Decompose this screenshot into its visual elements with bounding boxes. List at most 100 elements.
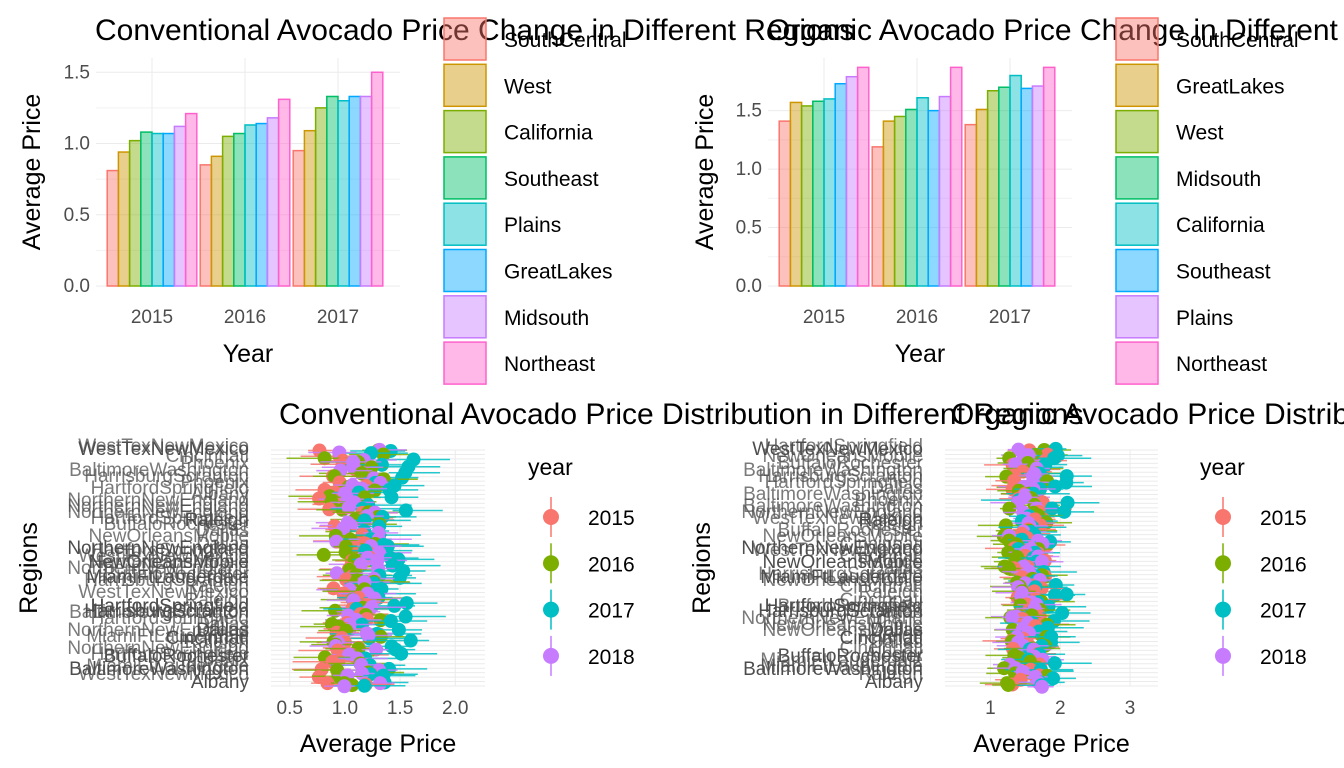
x-axis-title: Average Price [300,730,457,758]
x-tick-label: 2016 [224,307,266,328]
point-2017 [1059,587,1074,602]
bar-northeast-2016 [277,98,291,287]
legend-label-plains: Plains [504,214,561,237]
bar-greatlakes-2017 [975,108,989,287]
point-2018 [337,679,352,694]
bar-midsouth-2015 [173,125,187,287]
region-tick-label-buffalorochester: BuffaloRochester [778,453,924,474]
x-tick-label: 2017 [989,307,1031,328]
region-tick-label-harrisburgscranton: HarrisburgScranton [758,466,923,487]
x-tick-label: 2015 [803,307,845,328]
point-2016 [317,451,332,466]
region-tick-label-cincinnati: Cincinnati [840,638,923,659]
legend-title: year [1200,454,1245,480]
bar-southeast-2015 [834,82,848,287]
region-tick-label-neworleansmobile: NewOrleansMobile [762,526,923,547]
y-axis-title: Average Price [691,94,719,251]
bar-greatlakes-2016 [255,122,269,287]
bar-west-2016 [210,155,224,287]
bar-northeast-2016 [949,66,963,287]
legend-label-2015: 2015 [1260,507,1307,530]
region-tick-label-northernnewengland: NorthernNewEngland [67,638,249,659]
scatter-chart-3: 0.5 1.0 1.5 2.0WestTexNewMexicoCincinnatiPh… [15,398,1083,758]
x-axis-title: Average Price [973,730,1130,758]
region-tick-label-neworleansmobile: NewOrleansMobile [88,552,249,573]
region-tick-label-raleigh: Raleigh [185,590,249,611]
region-tick-label-cincinnati: Cincinnati [840,534,923,555]
region-tick-label-phoenix: Phoenix [180,472,249,493]
legend-key-southeast [1115,248,1159,293]
region-tick-label-westtexnewmexico: WestTexNewMexico [78,582,249,603]
region-tick-label-buffalorochester: BuffaloRochester [778,520,924,541]
region-tick-label-miamiftlauderdale: MiamiFtLauderdale [86,567,249,588]
region-tick-label-raleigh: Raleigh [185,632,249,653]
bar-california-2015 [823,98,836,287]
region-tick-label-westtexnewmexico: WestTexNewMexico [752,540,923,561]
points [976,441,1100,694]
legend-key-midsouth [443,295,487,339]
region-tick-label-miamiftlauderdale: MiamiFtLauderdale [86,626,249,647]
legend-label-west: West [504,75,552,98]
legend-label-northeast: Northeast [1176,353,1267,376]
point-2018 [355,666,370,681]
legend-key-southcentral [443,17,487,61]
legend-label-2016: 2016 [1260,553,1307,576]
chart-title: Conventional Avocado Price Distribution … [279,398,1083,431]
region-tick-label-neworleansmobile: NewOrleansMobile [762,570,923,591]
bar-west-2017 [303,129,317,287]
region-tick-label-harrisburgscranton: HarrisburgScranton [84,601,249,622]
legend-label-greatlakes: GreatLakes [504,261,613,284]
legend-label-southcentral: SouthCentral [504,29,627,52]
bar-midsouth-2016 [266,117,280,287]
legend-label-plains: Plains [1176,307,1233,330]
bar-california-2017 [314,107,328,287]
region-tick-label-westtexnewmexico: WestTexNewMexico [78,439,249,460]
bar-plains-2015 [845,75,859,287]
region-tick-label-albany: Albany [865,644,924,665]
legend-label-midsouth: Midsouth [504,307,589,330]
legend: year 2015 2016 2017 2018 [528,454,635,676]
region-tick-label-phoenix: Phoenix [854,490,923,511]
x-tick-label: 2.0 [442,698,468,719]
bar-plains-2016 [938,95,952,287]
bar-southcentral-2016 [871,146,885,287]
bar-midsouth-2017 [359,95,373,287]
bar-southcentral-2016 [199,164,213,287]
region-tick-label-cincinnati: Cincinnati [166,628,249,649]
region-tick-label-northernnewengland: NorthernNewEngland [67,490,249,511]
region-tick-label-hartfordspringfield: HartfordSpringfield [91,596,249,617]
region-tick-label-dallas: Dallas [196,620,249,641]
point-2017 [403,633,418,648]
region-tick-labels: WestTexNewMexicoCincinnatiPhoenixBaltimo… [67,436,249,693]
y-tick-label: 1.5 [736,101,762,122]
legend-label-2018: 2018 [588,646,635,669]
legend-key-2017 [543,601,559,618]
region-tick-label-harrisburgscranton: HarrisburgScranton [758,564,923,585]
y-axis-title: Regions [688,522,716,614]
region-tick-label-albany: Albany [865,672,924,693]
y-tick-label: 0.5 [64,205,90,226]
region-tick-label-buffalorochester: BuffaloRochester [104,514,250,535]
region-tick-label-dallas: Dallas [196,614,249,635]
bar-northeast-2015 [856,66,870,287]
point-2016 [376,447,391,462]
region-tick-label-northernnewengland: NorthernNewEngland [67,496,249,517]
legend-key-southcentral [1115,17,1159,61]
x-tick-label: 2015 [131,307,173,328]
legend-key-greatlakes [443,248,487,293]
bar-california-2015 [128,139,142,287]
region-tick-label-dallas: Dallas [196,534,249,555]
legend-key-west [443,63,487,108]
bar-greatlakes-2015 [789,101,803,287]
region-tick-label-cincinnati: Cincinnati [840,546,923,567]
region-tick-label-raleigh: Raleigh [185,510,249,531]
x-axis-title: Year [223,340,274,368]
region-tick-label-dallas: Dallas [870,478,923,499]
region-tick-label-miamiftlauderdale: MiamiFtLauderdale [760,567,923,588]
x-tick-label: 0.5 [277,698,303,719]
region-tick-label-hartfordspringfield: HartfordSpringfield [765,436,923,457]
legend: SouthCentral West California Southeast Plain… [443,17,627,385]
point-2017 [1047,656,1062,671]
y-tick-label: 1.5 [64,62,90,83]
